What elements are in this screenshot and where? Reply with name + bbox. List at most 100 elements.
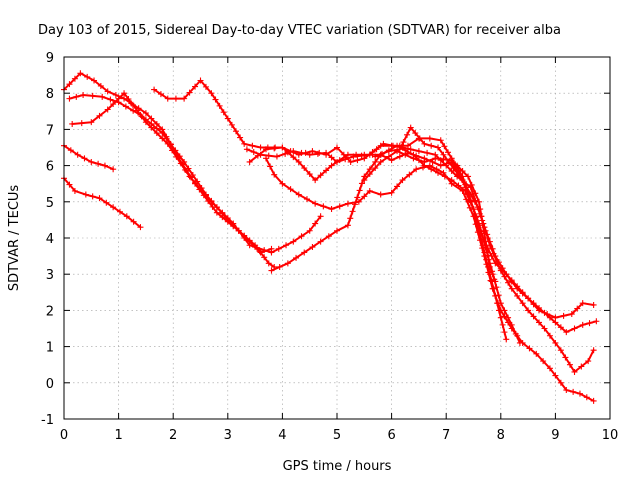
y-tick-label: 6	[46, 160, 54, 175]
data-point	[490, 250, 497, 257]
data-point	[78, 120, 85, 127]
data-point	[104, 88, 111, 95]
data-point	[97, 82, 104, 89]
data-point	[361, 193, 368, 200]
data-point	[267, 163, 274, 170]
data-point	[268, 249, 275, 256]
data-point	[501, 273, 508, 280]
data-point	[448, 168, 455, 175]
data-point	[88, 158, 95, 165]
data-point	[74, 151, 81, 158]
data-point	[104, 106, 111, 113]
data-point	[497, 314, 504, 321]
data-point	[317, 213, 324, 220]
data-point	[557, 324, 564, 331]
series-track-9	[361, 148, 499, 285]
y-tick-label: 9	[46, 51, 54, 66]
series-track-4	[151, 77, 600, 336]
data-point	[235, 227, 242, 234]
data-point	[336, 157, 343, 164]
data-point	[536, 319, 543, 326]
data-point	[303, 196, 310, 203]
data-point	[407, 124, 414, 131]
y-axis-label: SDTVAR / TECUs	[7, 185, 22, 292]
data-point	[530, 301, 537, 308]
data-point	[385, 153, 392, 160]
data-point	[241, 235, 248, 241]
data-point	[306, 151, 313, 158]
data-point	[366, 187, 373, 194]
data-point	[169, 147, 176, 154]
data-point	[99, 93, 106, 100]
x-tick-label: 2	[169, 428, 177, 443]
series-line	[63, 177, 142, 229]
data-point	[213, 204, 220, 211]
data-point	[484, 252, 491, 259]
data-point	[525, 295, 532, 302]
data-point	[465, 191, 472, 198]
data-point	[317, 172, 324, 179]
data-point	[159, 130, 166, 137]
data-point	[295, 158, 302, 165]
data-point	[440, 151, 447, 158]
data-point	[441, 173, 448, 180]
data-point	[373, 146, 380, 153]
data-point	[293, 254, 300, 261]
x-tick-label: 3	[224, 428, 232, 443]
data-point	[499, 321, 506, 328]
data-point	[265, 260, 272, 267]
data-point	[400, 139, 407, 146]
data-point	[406, 171, 413, 178]
data-point	[478, 213, 485, 220]
y-tick-label: 7	[46, 123, 54, 138]
data-point	[110, 204, 117, 211]
data-point	[148, 115, 155, 122]
data-point	[186, 173, 193, 180]
data-point	[275, 245, 282, 252]
data-point	[465, 173, 472, 180]
data-point	[66, 81, 73, 88]
data-point	[89, 92, 96, 99]
data-point	[202, 83, 209, 90]
x-tick-label: 9	[551, 428, 559, 443]
data-point	[202, 192, 209, 199]
data-point	[435, 144, 442, 151]
data-point	[334, 227, 340, 234]
data-point	[323, 167, 330, 174]
data-point	[263, 146, 270, 153]
data-point	[276, 263, 283, 270]
data-point	[410, 155, 417, 162]
data-point	[129, 101, 136, 108]
data-point	[501, 329, 508, 336]
data-point	[437, 137, 444, 144]
data-point	[478, 228, 485, 235]
data-point	[571, 325, 578, 332]
series-track-3	[69, 90, 324, 256]
data-point	[372, 153, 379, 160]
data-point	[540, 358, 547, 365]
data-point	[110, 166, 117, 173]
data-point	[412, 130, 419, 137]
y-tick-label: 4	[46, 232, 54, 247]
data-point	[579, 321, 586, 328]
data-point	[290, 148, 297, 155]
data-point	[91, 77, 98, 84]
x-tick-label: 0	[60, 428, 68, 443]
data-point	[516, 339, 523, 346]
data-point	[148, 124, 155, 131]
data-point	[435, 169, 442, 176]
data-point	[557, 347, 564, 354]
data-point	[388, 157, 395, 164]
data-point	[95, 160, 102, 167]
series-line	[68, 94, 273, 254]
x-tick-label: 1	[114, 428, 122, 443]
data-point	[497, 267, 504, 274]
data-point	[189, 172, 196, 179]
data-point	[71, 187, 78, 194]
data-point	[574, 305, 581, 312]
data-point	[432, 155, 439, 162]
data-point	[495, 307, 502, 314]
data-point	[467, 198, 474, 205]
data-point	[107, 96, 114, 103]
series-line	[248, 146, 595, 373]
